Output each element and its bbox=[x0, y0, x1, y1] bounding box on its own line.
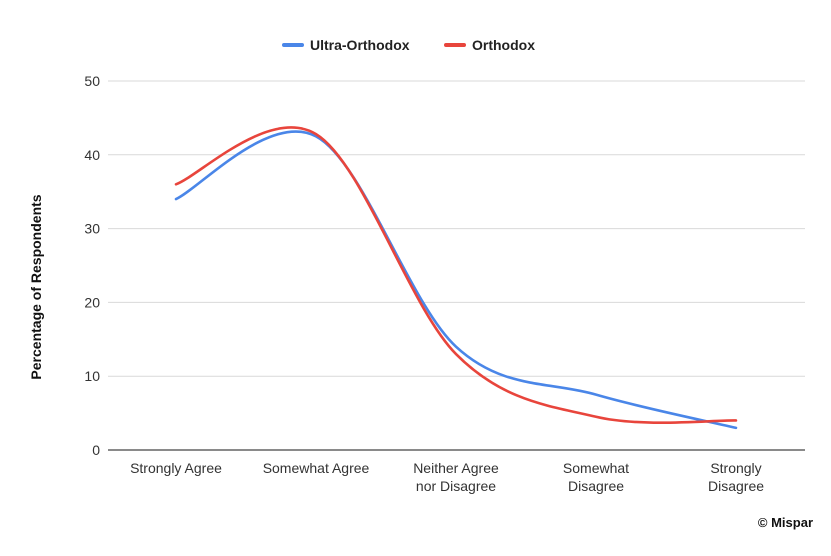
legend-label: Ultra-Orthodox bbox=[310, 37, 410, 53]
copyright-text: © Mispar bbox=[758, 515, 813, 530]
grid-lines bbox=[108, 80, 805, 451]
y-tick-label: 20 bbox=[84, 294, 100, 310]
y-tick-label: 10 bbox=[84, 368, 100, 384]
x-tick-label: Strongly Agree bbox=[130, 460, 222, 476]
series-line-orthodox bbox=[174, 126, 738, 424]
y-tick-label: 30 bbox=[84, 221, 100, 237]
y-tick-label: 40 bbox=[84, 147, 100, 163]
legend-label: Orthodox bbox=[472, 37, 535, 53]
legend: Ultra-Orthodox Orthodox bbox=[282, 37, 535, 53]
x-tick-label: Somewhat Disagree bbox=[563, 460, 629, 494]
x-tick-labels: Strongly Agree Somewhat Agree Neither Agre… bbox=[130, 460, 764, 494]
series-lines bbox=[174, 126, 738, 430]
y-tick-labels: 0 10 20 30 40 50 bbox=[84, 73, 100, 458]
series-line-ultra-orthodox bbox=[174, 130, 738, 430]
y-tick-label: 0 bbox=[92, 442, 100, 458]
x-tick-label: Neither Agree nor Disagree bbox=[413, 460, 499, 494]
x-tick-label: Somewhat Agree bbox=[263, 460, 370, 476]
y-tick-label: 50 bbox=[84, 73, 100, 89]
x-tick-label: Strongly Disagree bbox=[708, 460, 764, 494]
y-axis-title: Percentage of Respondents bbox=[28, 194, 44, 379]
